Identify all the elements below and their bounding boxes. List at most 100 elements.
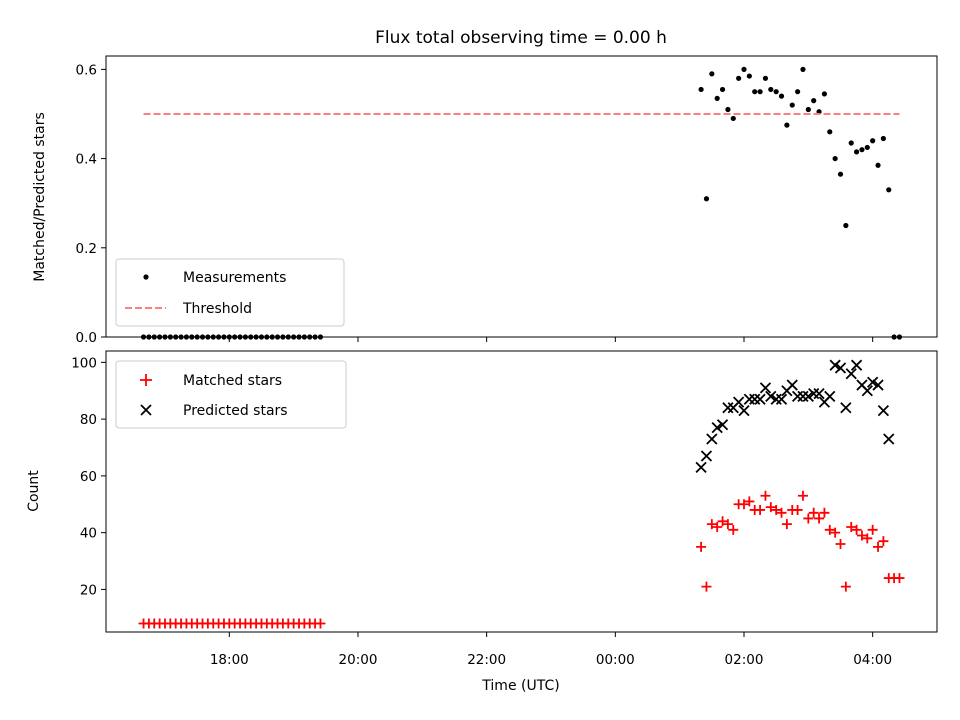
matched-star-point <box>824 524 835 535</box>
measurement-point <box>773 89 779 95</box>
matched-star-point <box>776 507 787 518</box>
legend-measurements-label: Measurements <box>183 270 286 286</box>
predicted-star-point <box>700 450 713 462</box>
matched-star-point <box>722 519 733 530</box>
matched-star-point <box>856 530 867 541</box>
bottom-legend: Matched stars Predicted stars <box>115 360 347 429</box>
top-measurement-points <box>140 66 903 340</box>
measurement-point <box>789 102 795 108</box>
top-y-tick-label: 0.0 <box>76 330 97 346</box>
matched-star-point <box>792 504 803 515</box>
matched-star-point <box>808 507 819 518</box>
matched-star-point <box>862 533 873 544</box>
bottom-x-tick-label: 18:00 <box>210 652 249 668</box>
predicted-star-point <box>732 396 745 408</box>
matched-star-point <box>894 573 905 584</box>
matched-star-point <box>315 618 326 629</box>
matched-star-point <box>765 502 776 513</box>
matched-star-point <box>717 516 728 527</box>
predicted-star-point <box>711 422 723 434</box>
matched-star-point <box>830 527 841 538</box>
matched-star-point <box>867 524 878 535</box>
matched-star-point <box>846 521 857 532</box>
measurement-point <box>719 86 726 93</box>
measurement-point <box>778 93 785 99</box>
predicted-star-point <box>813 387 825 400</box>
predicted-star-point <box>845 368 857 380</box>
matched-star-point <box>835 539 846 550</box>
matched-star-point <box>744 496 755 507</box>
bottom-x-axis-label: Time (UTC) <box>481 678 559 694</box>
predicted-star-point <box>743 393 755 405</box>
predicted-star-point <box>738 404 750 417</box>
matched-star-point <box>701 581 712 592</box>
top-legend: Measurements Threshold <box>115 258 345 327</box>
predicted-star-point <box>802 390 814 403</box>
predicted-star-point <box>759 382 772 394</box>
matched-star-point <box>760 490 771 501</box>
matched-star-point <box>738 499 749 510</box>
bottom-y-tick-label: 100 <box>71 355 97 371</box>
measurement-point <box>870 138 876 144</box>
measurement-point <box>805 106 811 113</box>
matched-star-point <box>696 541 707 552</box>
predicted-star-point <box>840 402 852 414</box>
bottom-matched-points <box>138 490 905 629</box>
legend-measurements-marker <box>143 274 149 280</box>
measurement-point <box>709 71 715 77</box>
bottom-y-tick-label: 40 <box>80 526 97 542</box>
predicted-star-point <box>749 393 761 405</box>
measurement-point <box>725 106 731 113</box>
top-chart-title: Flux total observing time = 0.00 h <box>375 28 667 48</box>
measurement-point <box>859 147 865 153</box>
measurement-point <box>784 122 790 128</box>
predicted-star-point <box>765 390 777 403</box>
matched-star-point <box>781 519 792 530</box>
predicted-star-point <box>754 393 766 405</box>
predicted-star-point <box>775 393 788 405</box>
measurement-point <box>800 66 806 72</box>
matched-star-point <box>712 521 723 532</box>
bottom-x-tick-label: 00:00 <box>596 652 635 668</box>
matched-star-point <box>803 513 814 524</box>
predicted-star-point <box>808 387 820 400</box>
measurement-point <box>795 89 801 95</box>
predicted-star-point <box>786 379 798 391</box>
measurement-point <box>768 86 774 93</box>
measurement-point <box>736 75 742 81</box>
matched-star-point <box>706 519 717 530</box>
measurement-point <box>880 135 886 142</box>
measurement-point <box>886 187 892 193</box>
legend-matched-marker <box>140 374 152 386</box>
bottom-x-tick-label: 20:00 <box>339 652 378 668</box>
matched-star-point <box>814 513 825 524</box>
bottom-x-tick-label: 02:00 <box>725 652 764 668</box>
top-y-tick-label: 0.6 <box>76 62 97 78</box>
bottom-y-tick-label: 20 <box>80 582 97 598</box>
measurement-point <box>864 144 870 151</box>
predicted-star-point <box>877 404 890 417</box>
measurement-point <box>746 73 752 79</box>
predicted-star-point <box>791 390 804 403</box>
legend-matched-label: Matched stars <box>183 373 282 389</box>
predicted-star-point <box>829 359 841 371</box>
matched-star-point <box>878 536 889 547</box>
bottom-x-tick-label: 22:00 <box>467 652 506 668</box>
matched-star-point <box>840 581 851 592</box>
measurement-point <box>752 89 758 95</box>
top-y-tick-label: 0.4 <box>76 152 97 168</box>
matched-star-point <box>819 507 830 518</box>
measurement-point <box>757 89 763 95</box>
legend-predicted-label: Predicted stars <box>183 403 288 419</box>
measurement-point <box>703 196 710 202</box>
matched-star-point <box>873 541 884 552</box>
bottom-legend-box <box>115 360 347 429</box>
measurement-point <box>837 171 844 177</box>
top-y-axis-ticks: 0.0 0.2 0.4 0.6 <box>76 62 106 346</box>
measurement-point <box>832 155 838 162</box>
top-legend-box <box>115 258 345 327</box>
top-plot-frame <box>105 55 938 338</box>
measurement-point <box>875 162 881 168</box>
measurement-point <box>698 86 704 93</box>
